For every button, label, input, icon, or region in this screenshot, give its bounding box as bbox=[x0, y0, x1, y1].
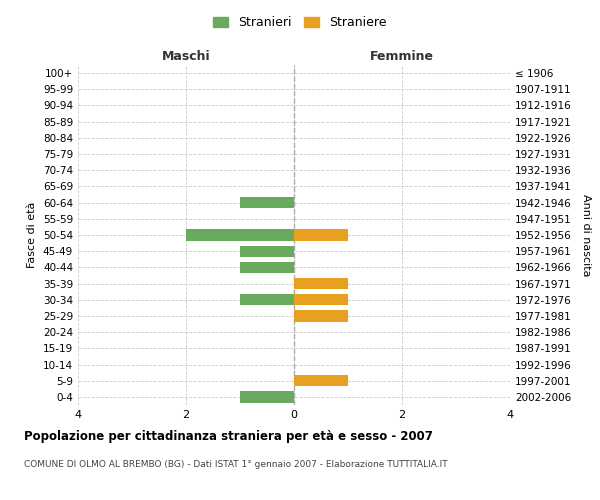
Legend: Stranieri, Straniere: Stranieri, Straniere bbox=[208, 11, 392, 34]
Bar bbox=[294, 375, 348, 386]
Text: COMUNE DI OLMO AL BREMBO (BG) - Dati ISTAT 1° gennaio 2007 - Elaborazione TUTTIT: COMUNE DI OLMO AL BREMBO (BG) - Dati IST… bbox=[24, 460, 448, 469]
Bar bbox=[186, 230, 294, 240]
Text: Maschi: Maschi bbox=[161, 50, 211, 64]
Bar bbox=[294, 310, 348, 322]
Bar bbox=[240, 246, 294, 257]
Bar bbox=[240, 294, 294, 306]
Text: Popolazione per cittadinanza straniera per età e sesso - 2007: Popolazione per cittadinanza straniera p… bbox=[24, 430, 433, 443]
Bar bbox=[240, 391, 294, 402]
Text: Femmine: Femmine bbox=[370, 50, 434, 64]
Bar bbox=[240, 262, 294, 273]
Y-axis label: Fasce di età: Fasce di età bbox=[28, 202, 37, 268]
Y-axis label: Anni di nascita: Anni di nascita bbox=[581, 194, 591, 276]
Bar bbox=[294, 230, 348, 240]
Bar bbox=[240, 197, 294, 208]
Bar bbox=[294, 278, 348, 289]
Bar bbox=[294, 294, 348, 306]
